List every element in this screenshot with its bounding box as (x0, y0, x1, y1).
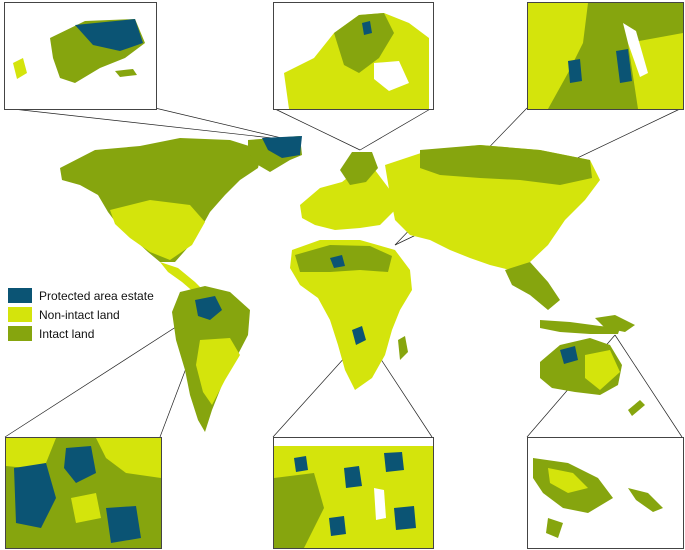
map-legend: Protected area estate Non-intact land In… (8, 286, 154, 343)
inset-greenland (4, 2, 157, 110)
australia-nonintact (585, 350, 620, 390)
inset-scandinavia (273, 2, 434, 110)
legend-item-protected: Protected area estate (8, 286, 154, 305)
north-america-landmass (60, 138, 262, 262)
sahara-intact (295, 245, 392, 272)
legend-swatch (8, 326, 32, 341)
madagascar (398, 336, 408, 360)
inset-amazon (5, 437, 162, 549)
legend-item-non-intact: Non-intact land (8, 305, 154, 324)
inset-egypt (527, 2, 684, 110)
new-zealand (628, 400, 645, 416)
southeast-asia (505, 262, 560, 310)
europe-landmass (300, 168, 395, 230)
africa-landmass (290, 240, 412, 390)
africa-protected-1 (330, 255, 345, 268)
africa-protected-2 (352, 326, 366, 345)
legend-item-intact: Intact land (8, 324, 154, 343)
inset-central-africa (273, 437, 434, 549)
legend-swatch (8, 288, 32, 303)
indonesia (540, 320, 620, 334)
greenland-protected (262, 136, 302, 158)
siberia-intact (420, 145, 592, 185)
central-america (160, 262, 205, 294)
legend-label: Intact land (39, 326, 95, 341)
scandinavia (340, 152, 378, 185)
north-america-nonintact (110, 200, 205, 260)
australia-protected (560, 346, 578, 364)
legend-label: Non-intact land (39, 307, 120, 322)
legend-label: Protected area estate (39, 288, 154, 303)
new-guinea (595, 315, 635, 332)
amazon-protected (195, 296, 222, 320)
inset-new-guinea (527, 437, 684, 549)
south-america-nonintact (196, 338, 240, 405)
legend-swatch (8, 307, 32, 322)
